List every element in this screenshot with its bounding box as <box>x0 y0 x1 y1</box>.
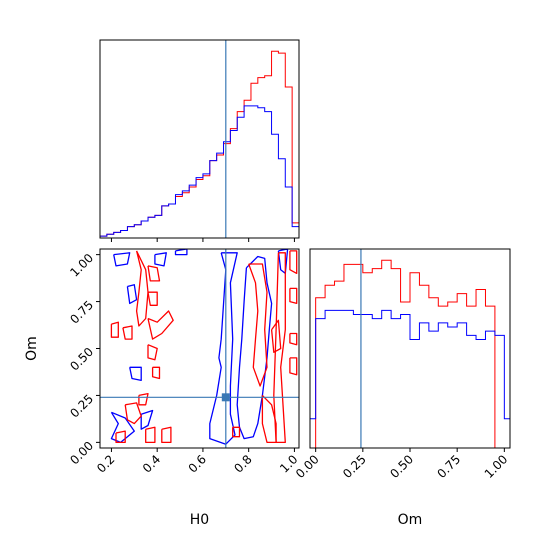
contour-1-11 <box>145 426 156 444</box>
contour-0-8 <box>236 255 273 440</box>
contour-ytick-label-0: 0.00 <box>67 439 96 468</box>
contour-1-8 <box>124 402 142 425</box>
h0-hist-series-1 <box>100 105 299 238</box>
om-hist-group <box>310 249 510 448</box>
contour-0-2 <box>110 411 135 444</box>
contour-ytick-label-4: 1.00 <box>67 251 96 280</box>
om-hist-series-0 <box>310 259 510 448</box>
om-xtick-label-3: 0.75 <box>434 452 463 481</box>
contour-1-9 <box>115 430 126 444</box>
h0-hist-frame <box>99 39 300 239</box>
contour-1-2 <box>147 291 158 306</box>
contour-0-0 <box>113 252 131 267</box>
contour-group <box>100 249 299 448</box>
om-xtick-label-1: 0.25 <box>340 452 369 481</box>
contour-1-18 <box>289 287 298 305</box>
contour-1-5 <box>147 310 174 340</box>
contour-1-3 <box>110 321 119 338</box>
om-axis-label-bottom: Om <box>398 512 423 528</box>
contour-0-7 <box>209 252 238 445</box>
contour-1-19 <box>289 332 298 346</box>
contour-xtick-label-1: 0.4 <box>140 452 163 475</box>
contour-xtick-label-0: 0.2 <box>94 452 117 475</box>
contour-0-6 <box>174 249 188 256</box>
contour-1-0 <box>135 250 149 327</box>
contour-0-5 <box>154 252 167 267</box>
contour-0-3 <box>129 366 142 382</box>
contour-ytick-label-2: 0.50 <box>67 345 96 374</box>
contour-1-10 <box>138 392 149 406</box>
contour-1-6 <box>147 344 158 361</box>
contour-1-13 <box>248 263 268 387</box>
h0-axis-label: H0 <box>190 512 209 528</box>
contour-ytick-label-3: 0.75 <box>67 298 96 327</box>
contour-1-20 <box>289 357 298 376</box>
contour-1-17 <box>289 250 298 275</box>
truth-marker <box>221 393 230 402</box>
contour-0-1 <box>126 284 138 305</box>
h0-hist-series-0 <box>100 50 299 238</box>
contour-xtick-label-2: 0.6 <box>186 452 209 475</box>
contour-1-7 <box>151 366 161 380</box>
contour-0-4 <box>140 409 154 430</box>
om-axis-label-left: Om <box>24 336 40 361</box>
contour-1-16 <box>273 252 286 444</box>
contour-xtick-label-3: 0.8 <box>231 452 254 475</box>
om-hist-series-1 <box>310 309 510 448</box>
contour-1-21 <box>232 426 241 438</box>
om-xtick-label-0: 0.00 <box>293 452 322 481</box>
contour-1-1 <box>147 265 161 282</box>
contour-1-4 <box>122 325 133 340</box>
contour-ytick-label-1: 0.25 <box>67 392 96 421</box>
h0-hist-group <box>100 40 299 238</box>
om-xtick-label-4: 1.00 <box>482 452 511 481</box>
contour-1-12 <box>161 426 172 444</box>
contour-frame <box>99 248 300 449</box>
om-xtick-label-2: 0.50 <box>387 452 416 481</box>
